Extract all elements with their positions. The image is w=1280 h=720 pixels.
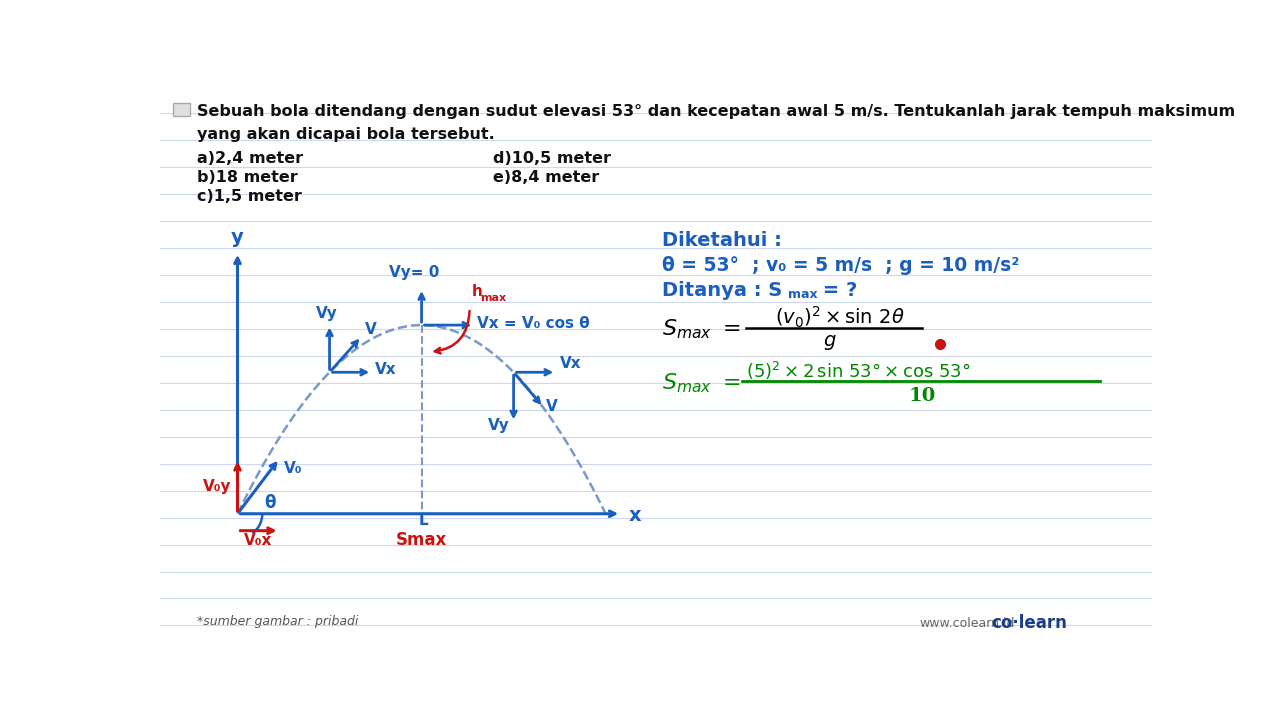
- Text: $(v_0)^2 \times \sin\,2\theta$: $(v_0)^2 \times \sin\,2\theta$: [774, 305, 904, 330]
- Text: 10: 10: [909, 387, 936, 405]
- Text: Vy= 0: Vy= 0: [389, 266, 439, 280]
- Text: =: =: [723, 373, 741, 393]
- Text: *sumber gambar : pribadi: *sumber gambar : pribadi: [197, 615, 358, 628]
- Text: L: L: [419, 513, 429, 528]
- Text: Sebuah bola ditendang dengan sudut elevasi 53° dan kecepatan awal 5 m/s. Tentuka: Sebuah bola ditendang dengan sudut eleva…: [197, 104, 1235, 120]
- Text: Vy: Vy: [488, 418, 509, 433]
- Text: c)1,5 meter: c)1,5 meter: [197, 189, 302, 204]
- Text: = ?: = ?: [815, 281, 858, 300]
- Text: Vy: Vy: [316, 307, 338, 321]
- FancyBboxPatch shape: [173, 102, 191, 117]
- Text: θ: θ: [264, 494, 275, 512]
- Text: $(5)^2 \times 2\,\sin\,53°\times \cos\,53°$: $(5)^2 \times 2\,\sin\,53°\times \cos\,5…: [746, 360, 970, 382]
- Text: co·learn: co·learn: [991, 614, 1066, 632]
- Text: b)18 meter: b)18 meter: [197, 170, 298, 185]
- Text: h: h: [472, 284, 483, 299]
- Text: max: max: [480, 293, 506, 303]
- Text: V: V: [545, 399, 558, 414]
- Text: V₀: V₀: [284, 461, 302, 476]
- Text: Vx: Vx: [561, 356, 581, 372]
- Text: max: max: [787, 288, 818, 301]
- Text: =: =: [723, 319, 741, 339]
- Text: a)2,4 meter: a)2,4 meter: [197, 150, 303, 166]
- Text: $g$: $g$: [823, 333, 837, 352]
- Text: $S_{max}$: $S_{max}$: [662, 371, 713, 395]
- Text: Diketahui :: Diketahui :: [662, 231, 782, 250]
- Text: Vx = V₀ cos θ: Vx = V₀ cos θ: [477, 316, 590, 331]
- Text: θ = 53°  ; v₀ = 5 m/s  ; g = 10 m/s²: θ = 53° ; v₀ = 5 m/s ; g = 10 m/s²: [662, 256, 1020, 274]
- Text: y: y: [232, 228, 244, 247]
- Text: V₀x: V₀x: [244, 533, 273, 547]
- Text: Vx: Vx: [375, 362, 397, 377]
- Text: www.colearn.id: www.colearn.id: [919, 617, 1015, 630]
- Text: yang akan dicapai bola tersebut.: yang akan dicapai bola tersebut.: [197, 127, 495, 142]
- Text: V: V: [365, 322, 376, 337]
- Text: V₀y: V₀y: [202, 479, 232, 494]
- Text: d)10,5 meter: d)10,5 meter: [493, 150, 612, 166]
- Text: Ditanya : S: Ditanya : S: [662, 281, 782, 300]
- Text: x: x: [628, 505, 641, 525]
- Text: e)8,4 meter: e)8,4 meter: [493, 170, 599, 185]
- Text: $S_{max}$: $S_{max}$: [662, 317, 713, 341]
- Text: Smax: Smax: [396, 531, 447, 549]
